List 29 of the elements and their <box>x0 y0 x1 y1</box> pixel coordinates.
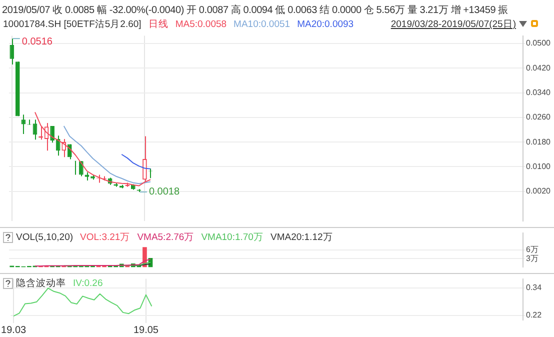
y-tick-label: 3万 <box>526 254 538 263</box>
x-tick-label: 19.05 <box>133 324 159 336</box>
chart-title: 2019/05/07 收 0.0085 幅 -32.00%(-0.0040) 开 0.0087 高 0.0094 低 0.0063 结 0.0000 仓 5.56万 量 3.21万 增 +13459 振 <box>2 4 508 17</box>
text: VMA5:2.76万 <box>137 232 194 243</box>
series-label: VOL:3.21万 <box>80 232 130 243</box>
series-label: IV:0.26 <box>73 278 103 289</box>
text: 0.0018 <box>148 186 180 198</box>
y-tick-label: 0.0100 <box>526 162 552 171</box>
chart-subtitle: 10001784.SH [50ETF沽5月2.60] <box>3 19 142 30</box>
y-tick-label: 0.0420 <box>526 63 552 72</box>
x-tick-label: 19.03 <box>1 324 27 336</box>
text: 2019/03/28-2019/05/07(25日) <box>390 18 516 31</box>
y-tick-label: 6万 <box>526 245 538 254</box>
y-tick-label: 0.0500 <box>526 38 552 48</box>
text: MA20:0.0093 <box>297 19 354 30</box>
y-tick-label: 0.0020 <box>526 186 552 196</box>
y-tick-label: 0.0180 <box>526 137 552 146</box>
legend-title: VOL(5,10,20) <box>16 232 74 243</box>
text: 0.0516 <box>22 36 52 48</box>
text: MA5:0.0058 <box>175 19 227 30</box>
text: VMA10:1.70万 <box>201 232 264 243</box>
text: MA10:0.0051 <box>234 19 290 30</box>
legend-title: 日线 <box>148 19 168 30</box>
y-tick-label: 0.34 <box>526 283 542 292</box>
text: VMA20:1.12万 <box>270 232 333 243</box>
y-tick-label: 0.22 <box>526 310 542 320</box>
y-tick-label: 0.0340 <box>526 88 552 97</box>
y-tick-label: 0.0260 <box>526 112 552 122</box>
legend-title: 隐含波动率 <box>16 278 66 289</box>
